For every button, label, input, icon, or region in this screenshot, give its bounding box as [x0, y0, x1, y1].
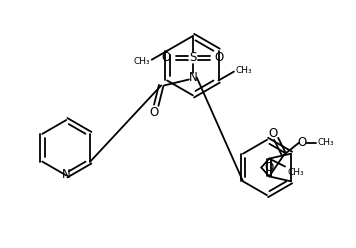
Text: CH₃: CH₃ [287, 168, 304, 178]
Text: CH₃: CH₃ [318, 138, 334, 147]
Text: O: O [268, 127, 278, 140]
Text: S: S [189, 51, 197, 64]
Text: O: O [162, 51, 171, 64]
Text: O: O [297, 136, 307, 149]
Text: O: O [215, 51, 224, 64]
Text: CH₃: CH₃ [133, 57, 150, 66]
Text: CH₃: CH₃ [236, 66, 252, 75]
Text: N: N [188, 71, 197, 84]
Text: O: O [264, 161, 273, 174]
Text: O: O [150, 106, 159, 119]
Text: N: N [62, 168, 70, 181]
